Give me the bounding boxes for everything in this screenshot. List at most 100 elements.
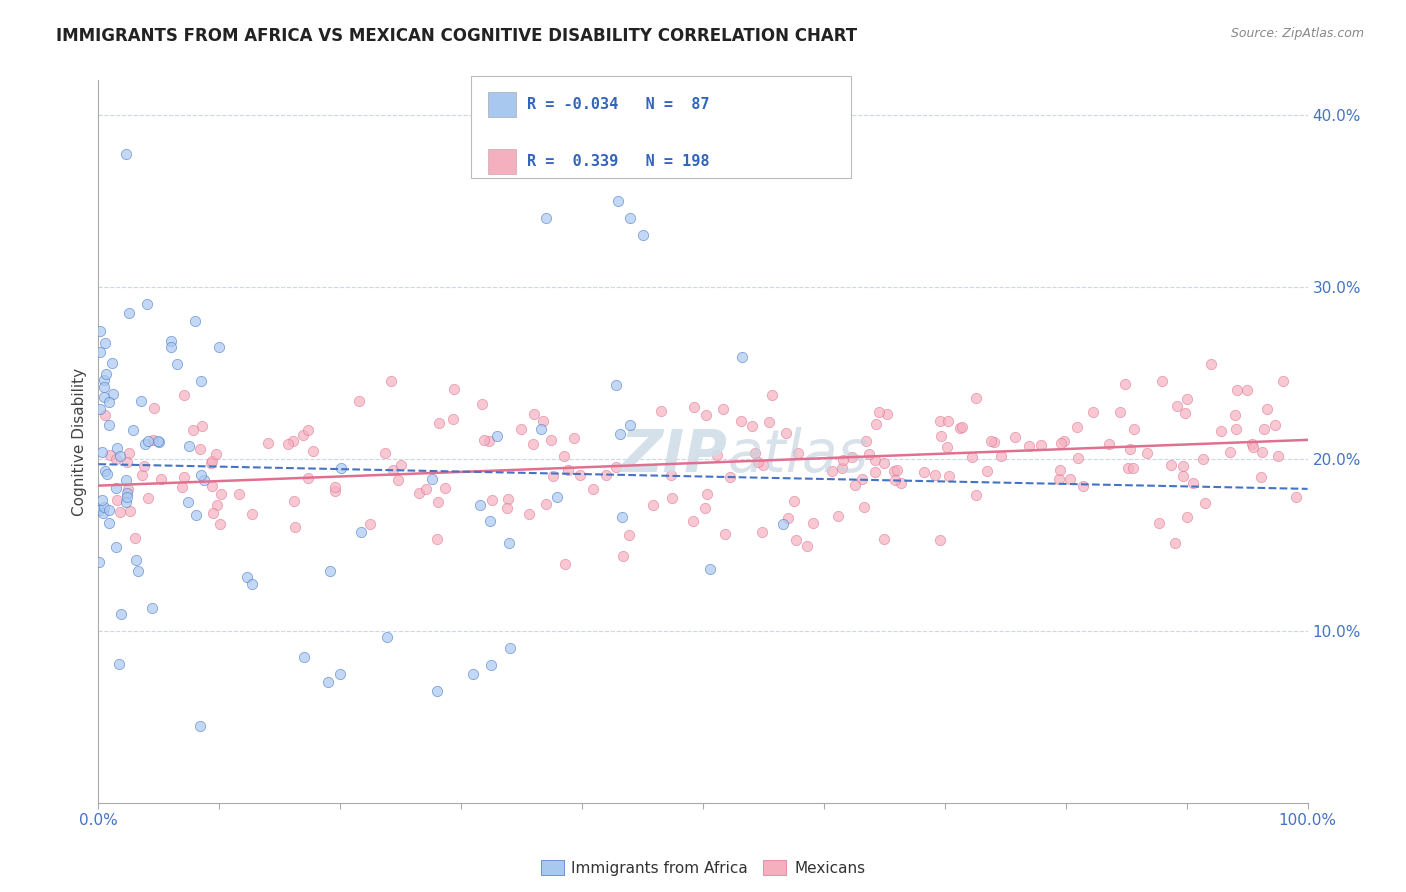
Point bbox=[832, 453, 855, 467]
Point bbox=[498, 491, 520, 506]
Text: atlas: atlas bbox=[727, 427, 868, 484]
Point bbox=[181, 423, 204, 437]
Point bbox=[1194, 496, 1216, 510]
Point bbox=[124, 532, 146, 546]
Point bbox=[1114, 377, 1136, 392]
Point bbox=[1067, 451, 1090, 466]
Point bbox=[94, 335, 117, 350]
Point bbox=[91, 445, 114, 459]
Point bbox=[148, 434, 170, 449]
Point bbox=[472, 433, 495, 447]
Point bbox=[420, 472, 443, 486]
Point bbox=[110, 505, 132, 519]
Point bbox=[415, 483, 437, 497]
Point bbox=[557, 463, 579, 477]
Point bbox=[240, 507, 263, 521]
Point bbox=[478, 434, 501, 448]
Point bbox=[873, 456, 896, 470]
Point bbox=[952, 420, 974, 434]
Point bbox=[1081, 405, 1104, 419]
Point bbox=[89, 401, 111, 416]
Point bbox=[801, 516, 824, 530]
Point bbox=[696, 487, 718, 501]
Point bbox=[741, 418, 763, 433]
Point bbox=[96, 467, 118, 482]
Point bbox=[1098, 437, 1121, 451]
Text: ZIP: ZIP bbox=[620, 427, 727, 484]
Point bbox=[731, 350, 754, 364]
Point bbox=[143, 401, 166, 416]
Point bbox=[98, 516, 121, 530]
Point bbox=[471, 397, 494, 411]
Point bbox=[115, 486, 138, 500]
Point bbox=[329, 666, 352, 681]
Point bbox=[844, 477, 866, 491]
Point bbox=[426, 494, 449, 508]
Point bbox=[821, 464, 844, 478]
Text: R = -0.034   N =  87: R = -0.034 N = 87 bbox=[527, 97, 710, 112]
Point bbox=[463, 666, 485, 681]
Point bbox=[193, 474, 215, 488]
Point bbox=[1272, 375, 1295, 389]
Point bbox=[122, 423, 145, 437]
Point bbox=[97, 395, 120, 409]
Point bbox=[101, 356, 124, 370]
Point bbox=[124, 553, 146, 567]
Point bbox=[1251, 444, 1274, 458]
Point bbox=[132, 459, 155, 474]
Point bbox=[693, 500, 716, 515]
Point bbox=[97, 418, 120, 433]
Point bbox=[284, 520, 307, 534]
Point bbox=[1240, 436, 1263, 450]
Point bbox=[855, 434, 877, 449]
Point bbox=[659, 467, 682, 482]
Point bbox=[387, 473, 409, 487]
Point bbox=[89, 344, 111, 359]
Point bbox=[94, 367, 117, 381]
Point bbox=[190, 418, 212, 433]
Point bbox=[496, 500, 519, 515]
Point bbox=[706, 448, 728, 462]
Point bbox=[1018, 439, 1040, 453]
Point bbox=[699, 562, 721, 576]
Point bbox=[883, 474, 905, 488]
Point bbox=[149, 472, 172, 486]
Point bbox=[718, 470, 741, 484]
Point bbox=[1241, 440, 1264, 454]
Point bbox=[179, 439, 201, 453]
Point bbox=[1173, 469, 1195, 483]
Point bbox=[865, 417, 887, 431]
Point bbox=[98, 503, 121, 517]
Point bbox=[93, 380, 115, 394]
Point bbox=[1250, 470, 1272, 484]
Point bbox=[522, 437, 544, 451]
Point bbox=[744, 446, 766, 460]
Point bbox=[890, 475, 912, 490]
Point bbox=[785, 533, 807, 548]
Point bbox=[297, 423, 319, 437]
Point bbox=[108, 657, 131, 672]
Point bbox=[118, 446, 141, 460]
Point bbox=[619, 211, 641, 225]
Point bbox=[105, 442, 128, 456]
Point bbox=[292, 428, 315, 442]
Point bbox=[540, 433, 562, 447]
Point bbox=[554, 558, 576, 572]
Point bbox=[329, 460, 352, 475]
Point bbox=[960, 450, 983, 464]
Point bbox=[281, 434, 304, 448]
Point bbox=[827, 509, 849, 524]
Point bbox=[929, 533, 952, 548]
Point bbox=[1109, 405, 1132, 419]
Legend: Immigrants from Africa, Mexicans: Immigrants from Africa, Mexicans bbox=[534, 854, 872, 882]
Point bbox=[1066, 419, 1088, 434]
Point bbox=[541, 469, 564, 483]
Point bbox=[530, 422, 553, 436]
Point bbox=[173, 469, 195, 483]
Point bbox=[87, 503, 110, 517]
Point bbox=[1149, 516, 1171, 530]
Point bbox=[93, 500, 115, 515]
Point bbox=[661, 491, 683, 506]
Point bbox=[1225, 409, 1247, 423]
Point bbox=[1253, 422, 1275, 436]
